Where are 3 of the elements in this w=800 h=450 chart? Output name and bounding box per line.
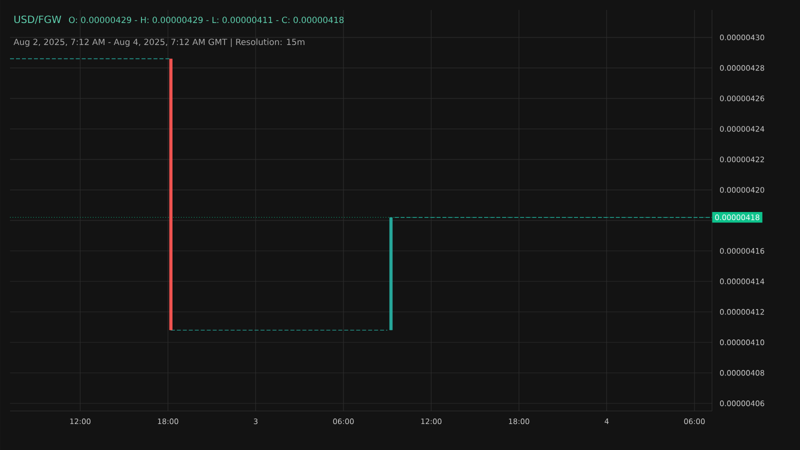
chart-title: USD/FGW bbox=[14, 16, 62, 24]
text: O: 0.00000429 - H: 0.00000429 - L: 0.00000411 - C: 0.00000418 bbox=[68, 16, 344, 24]
annotation: Aug 2, 2025, 7:12 AM - Aug 4, 2025, 7:12 AM GMT | Resolution: 15m bbox=[14, 38, 304, 47]
